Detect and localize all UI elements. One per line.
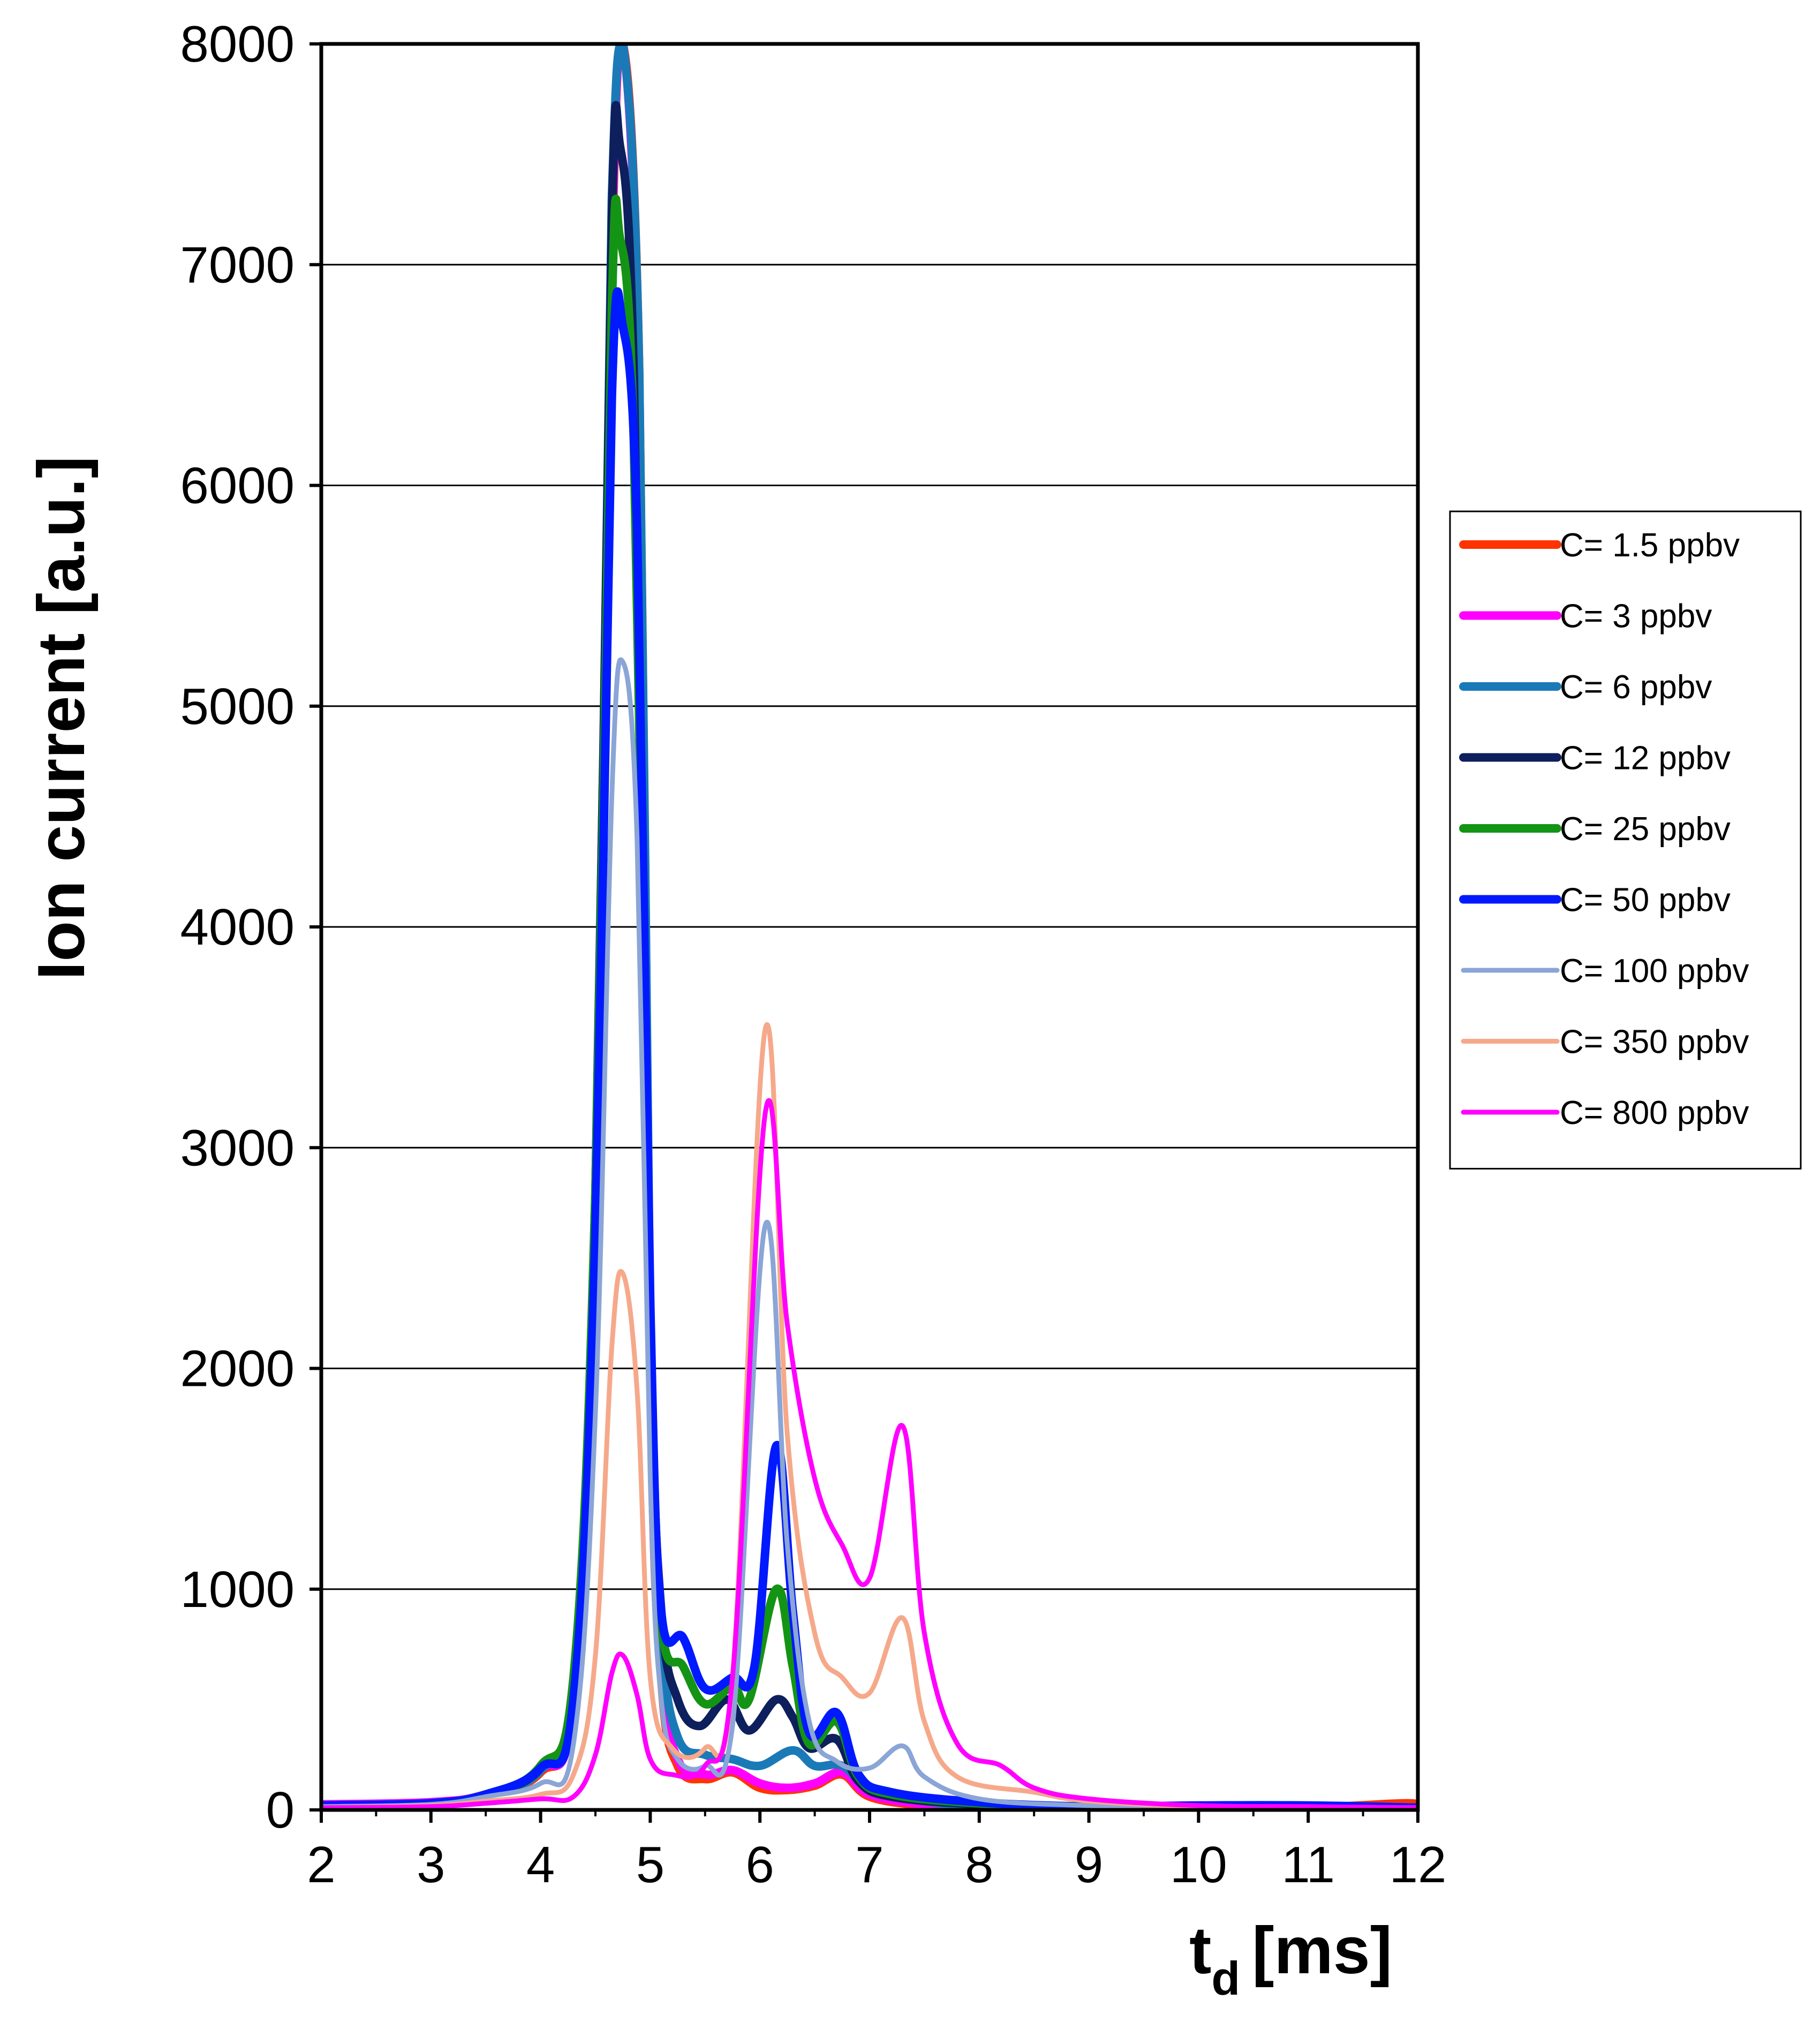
- legend-box: [1449, 510, 1802, 1169]
- series-lines: [321, 44, 1418, 1810]
- axis-ticks: [309, 42, 1419, 1823]
- y-tick-label-0: 0: [266, 1782, 294, 1839]
- x-tick-label-5: 5: [636, 1836, 664, 1893]
- series-line-6: [321, 287, 1418, 1810]
- x-tick-label-7: 7: [855, 1836, 883, 1893]
- x-tick-label-8: 8: [965, 1836, 993, 1893]
- x-tick-label-10: 10: [1170, 1836, 1227, 1893]
- x-axis-title-unit: [ms]: [1252, 1914, 1392, 1988]
- y-tick-label-6000: 6000: [180, 457, 294, 515]
- legend-label-3: C= 6 ppbv: [1560, 669, 1712, 706]
- legend-label-9: C= 800 ppbv: [1560, 1095, 1749, 1131]
- legend-label-4: C= 12 ppbv: [1560, 740, 1731, 777]
- y-axis-title: Ion current [a.u.]: [25, 456, 99, 980]
- y-tick-label-5000: 5000: [180, 678, 294, 735]
- legend-label-6: C= 50 ppbv: [1560, 882, 1731, 919]
- legend-label-1: C= 1.5 ppbv: [1560, 527, 1740, 564]
- grid-lines: [321, 263, 1418, 1590]
- x-tick-label-2: 2: [307, 1836, 335, 1893]
- legend-label-7: C= 100 ppbv: [1560, 953, 1749, 990]
- y-tick-label-1000: 1000: [180, 1561, 294, 1618]
- legend-label-8: C= 350 ppbv: [1560, 1024, 1749, 1061]
- tick-labels: 0 1000 2000 3000 4000 5000 6000 7000 8000 2 3 4 5 6 7 8…: [180, 16, 1446, 1893]
- y-tick-label-4000: 4000: [180, 899, 294, 956]
- y-tick-label-8000: 8000: [180, 16, 294, 73]
- x-tick-label-3: 3: [417, 1836, 445, 1893]
- x-tick-label-9: 9: [1075, 1836, 1103, 1893]
- legend-label-5: C= 25 ppbv: [1560, 811, 1731, 848]
- x-tick-label-11: 11: [1281, 1836, 1335, 1893]
- x-tick-label-4: 4: [526, 1836, 555, 1893]
- y-tick-label-3000: 3000: [180, 1119, 294, 1176]
- x-tick-label-6: 6: [746, 1836, 774, 1893]
- series-line-7: [321, 657, 1418, 1810]
- series-line-9: [321, 1098, 1418, 1810]
- x-axis-title-subscript: d: [1211, 1952, 1240, 2005]
- x-axis-title-main: t: [1189, 1914, 1211, 1988]
- y-tick-label-2000: 2000: [180, 1340, 294, 1398]
- y-tick-label-7000: 7000: [180, 236, 294, 293]
- x-axis-title: td [ms]: [1189, 1914, 1392, 2005]
- x-tick-label-12: 12: [1389, 1836, 1447, 1893]
- legend-label-2: C= 3 ppbv: [1560, 598, 1712, 635]
- legend: C= 1.5 ppbv C= 3 ppbv C= 6 ppbv C= 12 ppbv C…: [1449, 510, 1802, 1169]
